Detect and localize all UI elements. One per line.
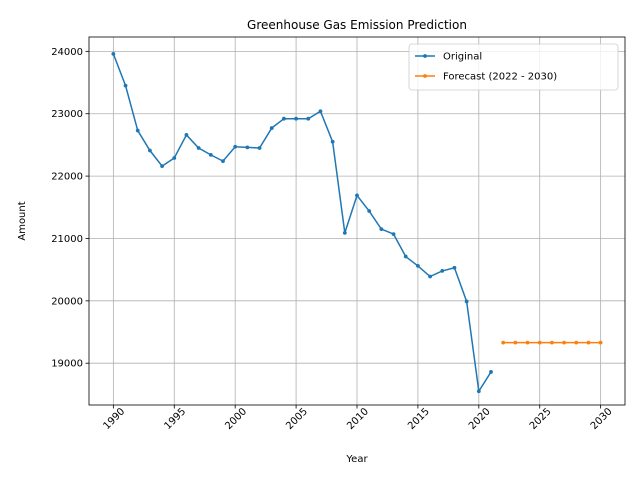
data-point <box>233 144 238 149</box>
data-point <box>562 340 566 345</box>
data-point <box>318 109 323 114</box>
data-point <box>403 254 408 259</box>
legend-label: Original <box>443 52 482 63</box>
data-point <box>513 340 518 345</box>
data-point <box>221 159 225 164</box>
data-point <box>428 274 432 279</box>
data-point <box>135 128 140 133</box>
legend-box <box>408 43 619 91</box>
data-point <box>574 340 579 345</box>
data-point <box>416 264 420 268</box>
grid <box>89 37 625 405</box>
chart-title: Greenhouse Gas Emission Prediction <box>247 18 467 32</box>
series-layer <box>111 51 603 394</box>
y-tick-label: 21000 <box>51 234 83 245</box>
y-tick-label: 23000 <box>51 109 83 120</box>
data-point <box>537 340 542 345</box>
data-point <box>160 164 164 169</box>
data-point <box>525 340 530 345</box>
data-point <box>269 126 274 130</box>
data-point <box>355 193 359 198</box>
data-point <box>391 232 396 236</box>
data-point <box>598 340 603 345</box>
y-tick-label: 24000 <box>51 47 83 58</box>
data-point <box>196 146 201 150</box>
data-point <box>330 139 335 144</box>
y-tick-label: 19000 <box>51 359 83 370</box>
data-point <box>550 340 554 345</box>
data-point <box>123 83 128 88</box>
y-tick-label: 20000 <box>51 296 83 307</box>
series-1 <box>111 51 493 394</box>
series-line <box>112 53 492 394</box>
data-point <box>282 116 286 121</box>
y-tick-label: 22000 <box>51 172 83 183</box>
data-point <box>476 389 481 394</box>
data-point <box>501 340 506 345</box>
legend-label: Forecast (2022 - 2030) <box>443 72 557 83</box>
legend-item: Forecast (2022 - 2030) <box>415 72 557 83</box>
data-point <box>440 268 445 273</box>
data-point <box>342 230 347 235</box>
data-point <box>208 152 213 157</box>
legend-marker <box>423 74 427 78</box>
y-axis: 19000 20000 21000 22000 23000 24000 <box>51 47 89 370</box>
series-2 <box>501 340 603 345</box>
legend-marker <box>423 54 427 58</box>
data-point <box>148 148 152 153</box>
data-point <box>489 370 493 374</box>
data-point <box>172 156 177 160</box>
y-axis-label: Amount <box>17 201 28 240</box>
data-point <box>367 209 372 213</box>
legend-item: Original <box>415 52 482 63</box>
data-point <box>245 145 250 150</box>
data-point <box>379 227 384 232</box>
data-point <box>452 265 457 270</box>
x-axis-label: Year <box>345 454 368 465</box>
data-point <box>111 51 116 56</box>
data-point <box>306 116 311 121</box>
data-point <box>184 133 189 137</box>
data-point <box>257 146 262 150</box>
data-point <box>586 340 591 345</box>
data-point <box>464 299 469 304</box>
data-point <box>294 116 298 121</box>
legend: Original Forecast (2022 - 2030) <box>408 43 619 91</box>
